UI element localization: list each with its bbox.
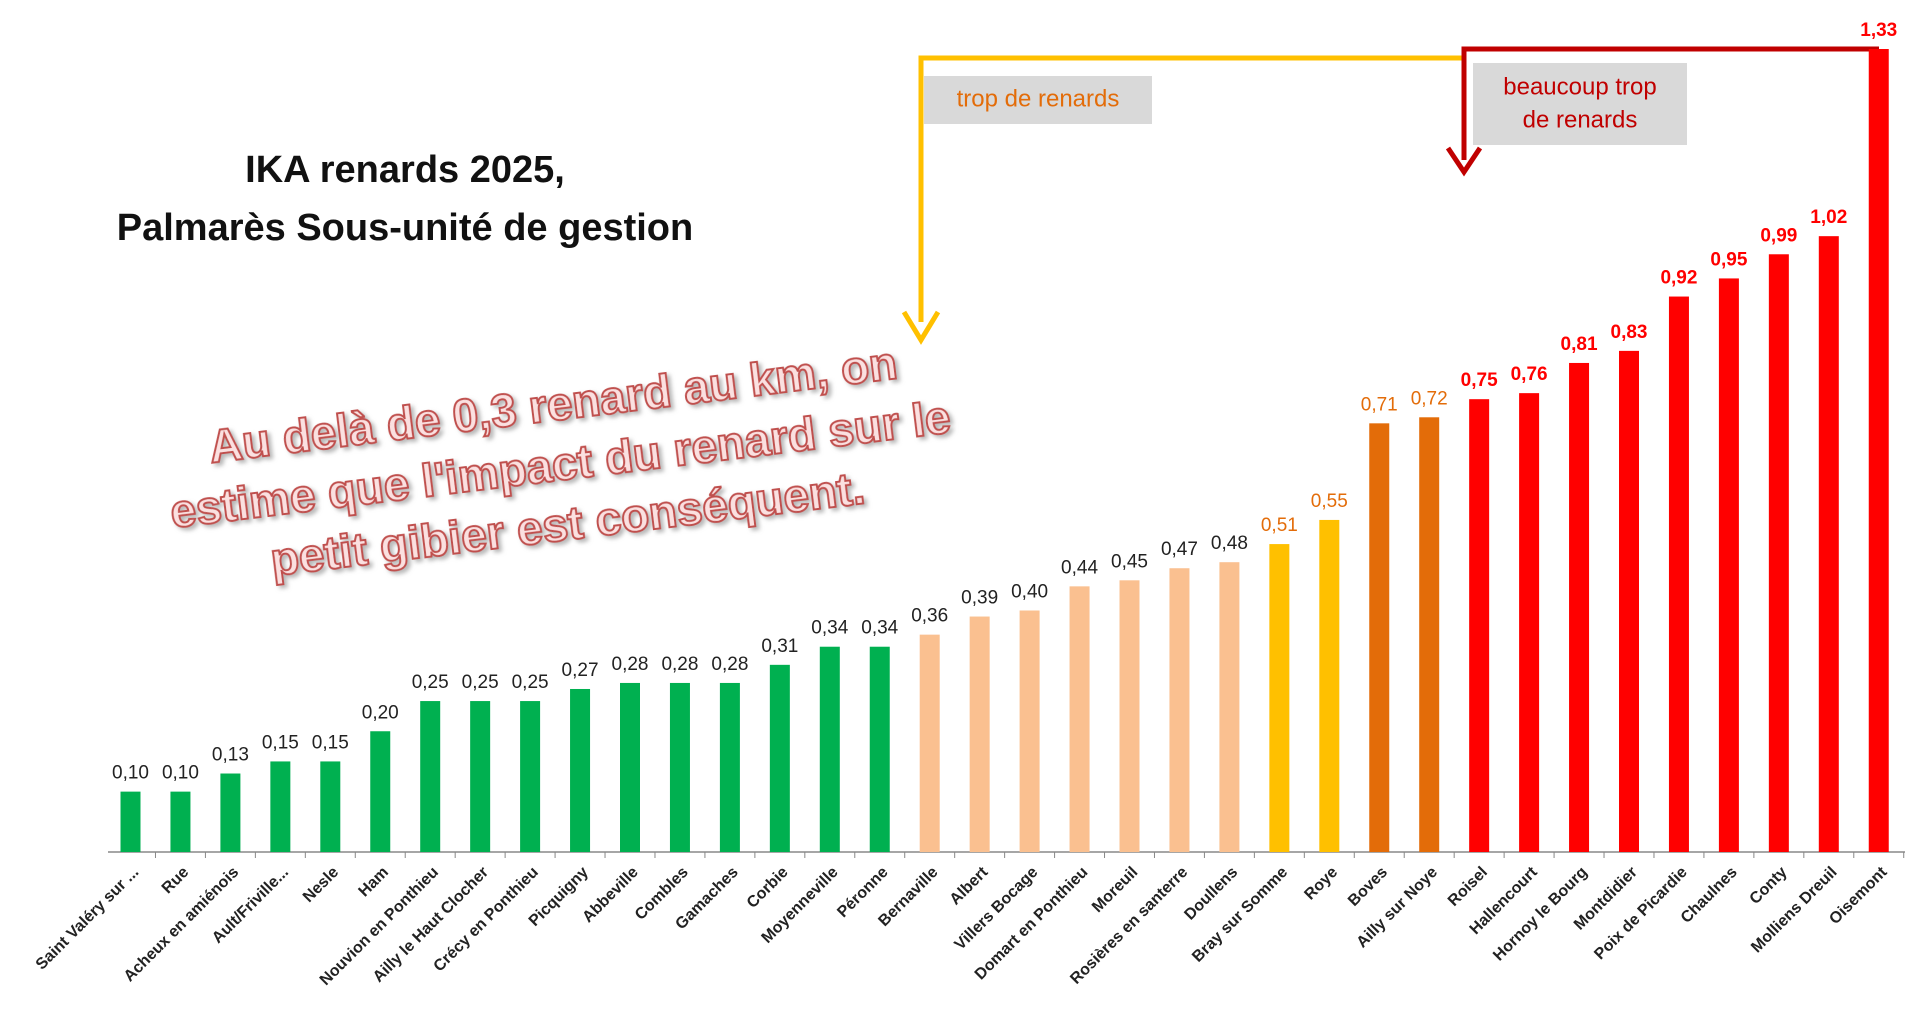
x-tick-label: Molliens Dreuil (1748, 864, 1840, 956)
value-label: 0,72 (1411, 388, 1448, 409)
note-text: beaucoup trop (1503, 73, 1656, 100)
bar (1718, 278, 1739, 852)
value-label: 0,15 (312, 732, 349, 753)
x-tick-label: Ham (356, 864, 393, 901)
x-tick-label: Bray sur Somme (1189, 864, 1291, 966)
value-label: 0,25 (462, 672, 499, 693)
value-label: 0,39 (961, 588, 998, 609)
x-tick-label: Corbie (744, 864, 792, 912)
value-label: 0,81 (1561, 334, 1598, 355)
bar (1419, 417, 1440, 852)
chart-title: Palmarès Sous-unité de gestion (117, 207, 693, 249)
x-tick-label: Poix de Picardie (1591, 864, 1691, 964)
value-label: 0,71 (1361, 394, 1398, 415)
x-tick-label: Roye (1301, 864, 1341, 904)
bar (270, 761, 291, 852)
value-label: 0,48 (1211, 533, 1248, 554)
value-label: 0,55 (1311, 491, 1348, 512)
x-tick-label: Albert (947, 863, 992, 908)
bar (520, 701, 541, 852)
value-label: 0,92 (1660, 268, 1697, 289)
value-label: 0,34 (861, 618, 898, 639)
bar (1319, 519, 1340, 852)
bar (470, 701, 491, 852)
threshold-note: Au delà de 0,3 renard au km, on estime q… (166, 336, 954, 587)
yellow-arrowhead (901, 310, 941, 345)
value-label: 0,36 (911, 606, 948, 627)
bar (1219, 562, 1240, 852)
bar (1369, 423, 1390, 852)
x-tick-label: Conty (1747, 864, 1791, 908)
x-tick-label: Saint Valéry sur ... (33, 864, 143, 974)
bar (220, 773, 241, 852)
value-label: 0,75 (1461, 370, 1498, 391)
value-label: 0,25 (512, 672, 549, 693)
x-tick-label: Boves (1345, 864, 1391, 910)
x-tick-label: Rue (159, 864, 192, 897)
x-tick-label: Hornoy le Bourg (1490, 864, 1591, 965)
bar (1818, 236, 1839, 853)
bar (819, 646, 840, 852)
bar (420, 701, 441, 852)
bar (1519, 393, 1540, 852)
bar (1169, 568, 1190, 852)
bar (570, 688, 591, 852)
bar (969, 616, 990, 852)
value-label: 0,15 (262, 732, 299, 753)
bar (919, 634, 940, 852)
value-label: 0,51 (1261, 515, 1298, 536)
note-box (924, 76, 1152, 124)
bar (769, 664, 790, 852)
bar (320, 761, 341, 852)
bar (1119, 580, 1140, 852)
value-label: 0,10 (112, 763, 149, 784)
value-label: 0,28 (612, 654, 649, 675)
note-text: trop de renards (957, 85, 1120, 112)
chart-title: IKA renards 2025, (245, 149, 565, 191)
value-label: 0,34 (811, 618, 848, 639)
bar (869, 646, 890, 852)
x-tick-label: Roisel (1445, 864, 1491, 910)
bar (1269, 544, 1290, 852)
bar (1469, 399, 1490, 852)
bar (1069, 586, 1090, 852)
bar (1019, 610, 1040, 852)
x-tick-label: Nesle (300, 864, 342, 906)
value-label: 0,27 (562, 660, 599, 681)
bar (120, 791, 141, 852)
value-label: 0,28 (711, 654, 748, 675)
bar (1768, 254, 1789, 852)
bar (1868, 49, 1889, 852)
bar (370, 731, 391, 852)
bar (1619, 350, 1639, 852)
value-label: 0,25 (412, 672, 449, 693)
red-arrowhead (1445, 146, 1483, 177)
value-label: 0,13 (212, 745, 249, 766)
value-label: 0,76 (1511, 364, 1548, 385)
note-text: de renards (1523, 106, 1638, 133)
value-label: 0,45 (1111, 551, 1148, 572)
bar (1668, 296, 1689, 852)
value-label: 0,83 (1611, 322, 1648, 343)
value-label: 0,31 (761, 636, 798, 657)
bar (170, 791, 191, 852)
value-label: 0,99 (1760, 225, 1797, 246)
red-connector (1461, 46, 1879, 160)
value-label: 0,10 (162, 763, 199, 784)
bar (1569, 362, 1590, 852)
value-label: 0,40 (1011, 582, 1048, 603)
value-label: 0,95 (1710, 249, 1747, 270)
yellow-connector (918, 55, 1464, 322)
value-label: 1,02 (1810, 207, 1847, 228)
value-label: 0,44 (1061, 557, 1098, 578)
bar (719, 682, 740, 852)
bar (669, 682, 690, 852)
value-label: 0,28 (661, 654, 698, 675)
note-box (1473, 63, 1687, 145)
bar (620, 682, 640, 852)
value-label: 0,20 (362, 702, 399, 723)
value-label: 1,33 (1860, 20, 1897, 41)
value-label: 0,47 (1161, 539, 1198, 560)
